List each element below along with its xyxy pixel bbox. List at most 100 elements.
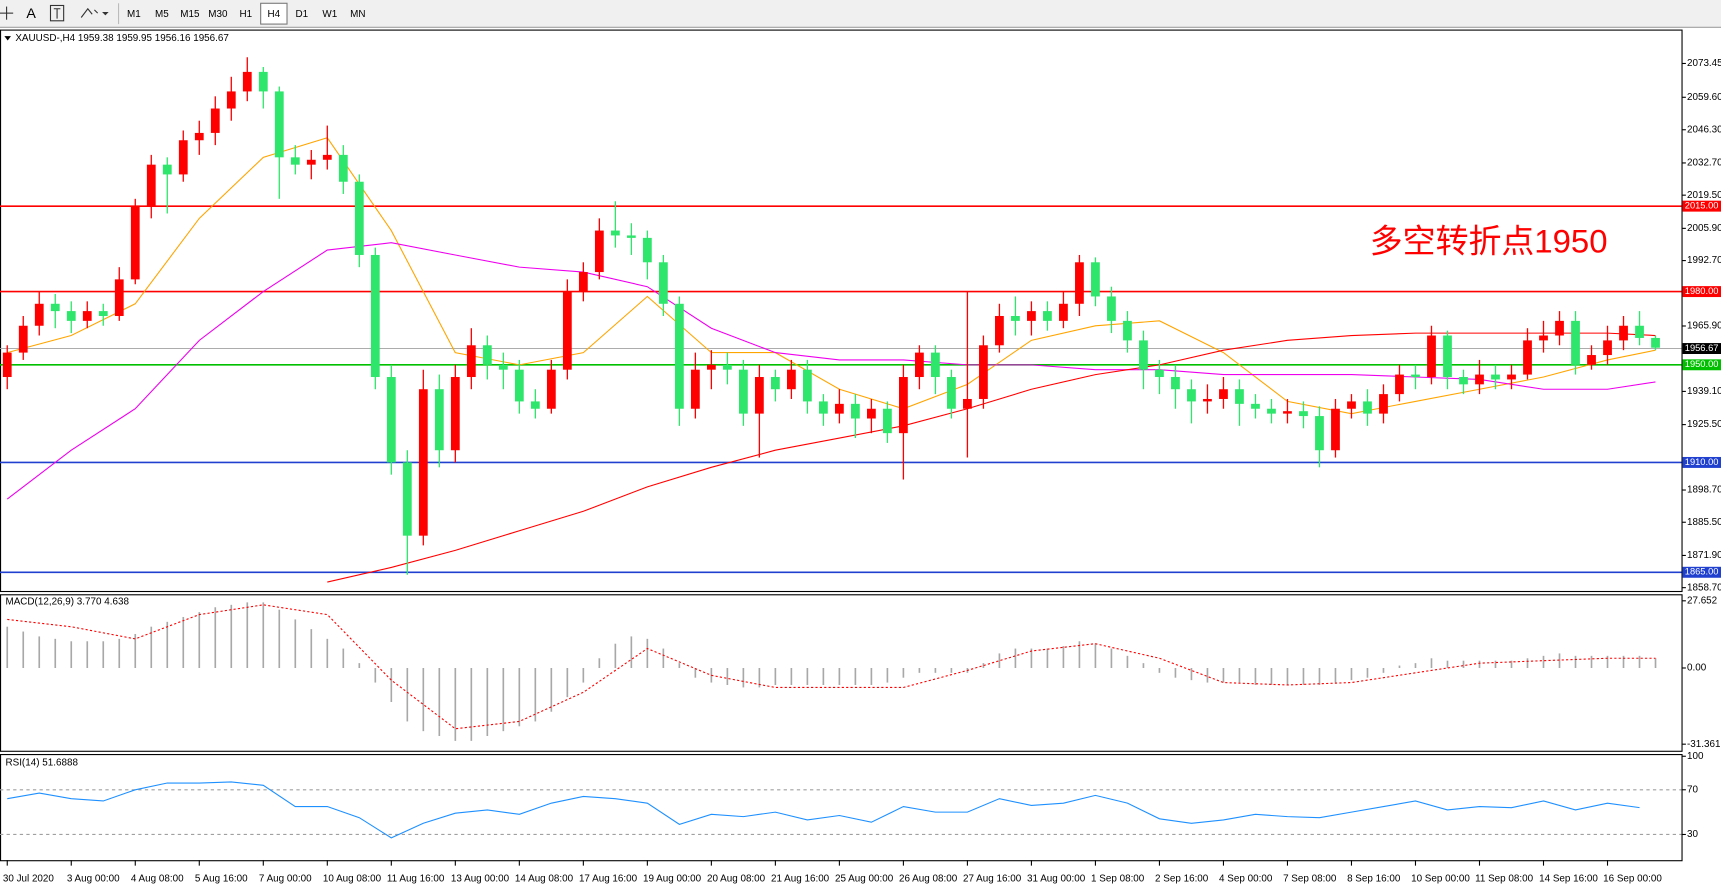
candle-body: [738, 369, 748, 414]
timeframe-label[interactable]: H4: [268, 9, 281, 20]
candle-body: [50, 303, 60, 312]
y-tick-label: 2046.30: [1687, 124, 1721, 135]
timeframe-button[interactable]: [204, 3, 232, 25]
x-tick-label: 14 Sep 16:00: [1539, 873, 1598, 884]
price-title: XAUUSD-,H4 1959.38 1959.95 1956.16 1956.…: [15, 33, 229, 44]
candle-body: [706, 364, 716, 370]
candle-body: [242, 71, 252, 92]
candle-body: [1203, 398, 1212, 402]
timeframe-label[interactable]: M15: [180, 9, 200, 20]
x-tick-label: 17 Aug 16:00: [579, 873, 638, 884]
level-label: 2015.00: [1685, 201, 1719, 211]
candle-body: [1283, 411, 1292, 414]
candle-body: [963, 398, 972, 409]
label-tool[interactable]: [49, 4, 65, 22]
candle-body: [1299, 411, 1308, 417]
x-tick-label: 10 Aug 08:00: [323, 873, 382, 884]
y-tick-label: 1939.10: [1687, 386, 1721, 397]
candle-body: [82, 311, 92, 321]
candle-body: [802, 369, 812, 402]
price-panel-frame: [0, 29, 1683, 593]
candle-body: [610, 230, 620, 236]
timeframe-label[interactable]: H1: [240, 9, 253, 20]
level-label: 1910.00: [1685, 457, 1719, 467]
x-tick-label: 20 Aug 08:00: [707, 873, 766, 884]
x-tick-label: 11 Aug 16:00: [387, 873, 445, 884]
x-tick-label: 27 Aug 16:00: [963, 873, 1022, 884]
candle-body: [979, 345, 988, 399]
candle-body: [258, 71, 268, 92]
candle-body: [1171, 377, 1180, 390]
candle-body: [995, 315, 1004, 346]
candle-body: [1491, 374, 1500, 380]
candle-body: [850, 403, 860, 419]
candle-body: [1091, 262, 1100, 297]
x-tick-label: 14 Aug 08:00: [515, 873, 574, 884]
candle-body: [1155, 369, 1164, 378]
timeframe-label[interactable]: MN: [350, 9, 365, 20]
timeframe-button[interactable]: [288, 3, 316, 25]
timeframe-button[interactable]: [120, 3, 148, 25]
candle-body: [18, 325, 28, 353]
timeframe-label[interactable]: M5: [155, 9, 169, 20]
candle-body: [146, 164, 156, 207]
macd-panel-frame: [0, 594, 1683, 752]
x-tick-label: 10 Sep 00:00: [1411, 873, 1470, 884]
y-tick-label: 1992.70: [1687, 255, 1721, 266]
candle-body: [290, 157, 300, 165]
timeframe-button[interactable]: [232, 3, 260, 25]
candle-body: [770, 377, 780, 390]
candle-body: [226, 91, 236, 109]
candle-body: [1315, 416, 1324, 451]
candle-body: [434, 389, 444, 451]
candle-body: [34, 303, 44, 326]
crosshair-tool[interactable]: [0, 6, 14, 20]
candle-body: [514, 369, 524, 402]
candle-body: [1123, 320, 1132, 341]
x-tick-label: 8 Sep 16:00: [1347, 873, 1401, 884]
timeframe-button[interactable]: [344, 3, 371, 25]
candle-body: [546, 369, 556, 409]
candle-body: [1603, 340, 1612, 356]
timeframe-label[interactable]: M1: [127, 9, 141, 20]
candle-body: [1379, 394, 1388, 414]
candle-body: [1219, 389, 1228, 399]
candle-body: [130, 206, 140, 280]
candle-body: [1443, 335, 1452, 378]
candle-body: [1251, 403, 1260, 409]
level-label: 1950.00: [1685, 359, 1719, 369]
x-tick-label: 13 Aug 00:00: [451, 873, 510, 884]
timeframe-button[interactable]: [148, 3, 176, 25]
candle-body: [274, 91, 284, 158]
y-tick-label: -31.361: [1687, 739, 1721, 750]
candle-body: [370, 254, 380, 378]
y-tick-label: 1885.50: [1687, 517, 1721, 528]
timeframe-label[interactable]: D1: [296, 9, 309, 20]
timeframe-label[interactable]: W1: [322, 9, 337, 20]
x-tick-label: 5 Aug 16:00: [195, 873, 248, 884]
level-tag: [1682, 566, 1721, 578]
timeframe-button[interactable]: [260, 2, 288, 25]
candle-body: [2, 352, 12, 378]
candle-body: [1475, 374, 1484, 385]
candle-body: [338, 154, 348, 182]
timeframe-button[interactable]: [176, 3, 204, 25]
symbol-marker: [4, 36, 11, 41]
candle-body: [1507, 374, 1516, 380]
current-price-label: 1956.67: [1685, 343, 1719, 353]
y-tick-label: 2059.60: [1687, 92, 1721, 103]
y-tick-label: 1965.90: [1687, 321, 1721, 332]
candle-body: [883, 408, 892, 434]
objects-tool[interactable]: [80, 7, 109, 18]
x-tick-label: 4 Sep 00:00: [1219, 873, 1273, 884]
timeframe-label[interactable]: M30: [208, 9, 228, 20]
candle-body: [1363, 401, 1372, 414]
moving-average: [6, 242, 1656, 500]
text-tool[interactable]: A: [26, 6, 36, 22]
candle-body: [1267, 408, 1276, 414]
candle-body: [162, 164, 172, 175]
candle-body: [754, 377, 764, 414]
x-tick-label: 21 Aug 16:00: [771, 873, 830, 884]
timeframe-button[interactable]: [316, 3, 343, 25]
candle-body: [1555, 320, 1564, 336]
